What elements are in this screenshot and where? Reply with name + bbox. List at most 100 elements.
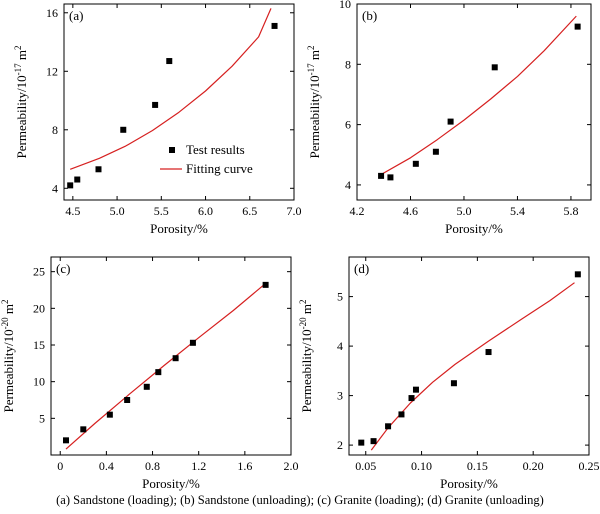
data-point (271, 22, 278, 29)
x-tick-label: 5.0 (456, 204, 471, 218)
data-point (447, 118, 454, 125)
y-axis-label: Permeability/10-17​ m2​ (13, 46, 29, 159)
x-tick-label: 4.6 (403, 204, 418, 218)
data-point (574, 23, 581, 30)
x-tick-label: 6.5 (242, 204, 257, 218)
y-tick-label: 10 (339, 0, 351, 11)
chart-panel-b: (b) 4.2 4.6 5.0 5.4 5.8 4 6 8 10 Porosity/% Permeab… (306, 0, 592, 236)
x-tick-label: 6.0 (198, 204, 213, 218)
data-point (124, 397, 131, 403)
data-point (358, 439, 365, 446)
data-point (408, 395, 415, 402)
x-tick-label: 0.05 (355, 459, 376, 473)
chart-panel-d: (d) 0.05 0.10 0.15 0.20 0.25 2 3 4 5 Porosity/% Per… (298, 256, 600, 491)
data-point (166, 58, 173, 65)
plot-frame (356, 3, 592, 201)
x-tick-label: 7.0 (287, 204, 302, 218)
x-axis-label: Porosity/% (440, 476, 498, 491)
data-point (491, 64, 498, 71)
y-tick-label: 12 (46, 64, 58, 78)
data-point (378, 172, 385, 179)
y-tick-label: 2 (337, 438, 343, 452)
data-point (262, 281, 269, 288)
y-tick-label: 4 (345, 178, 351, 192)
data-point (63, 437, 69, 444)
fitting-curve (69, 8, 272, 170)
legend-marker (169, 147, 175, 153)
data-point (189, 339, 196, 346)
panel-label: (c) (56, 261, 70, 276)
x-tick-label: 5.8 (563, 204, 578, 218)
panel-label: (d) (354, 261, 369, 276)
fitting-curve (370, 282, 575, 451)
y-tick-label: 20 (33, 301, 45, 315)
y-tick-label: 3 (337, 389, 343, 403)
x-axis-label: Porosity/% (150, 221, 208, 236)
data-point (450, 380, 457, 387)
x-tick-label: 5.4 (510, 204, 525, 218)
x-tick-label: 2.0 (284, 459, 299, 473)
plot-frame (50, 256, 292, 456)
x-tick-label: 0.15 (467, 459, 488, 473)
data-point (80, 426, 87, 433)
y-tick-label: 4 (337, 339, 343, 353)
panel-label: (a) (69, 8, 83, 23)
data-point (412, 386, 419, 393)
legend-label-fitting-curve: Fitting curve (186, 161, 253, 176)
data-point (485, 349, 492, 356)
y-tick-label: 10 (33, 375, 45, 389)
y-tick-label: 15 (33, 338, 45, 352)
x-tick-label: 0.8 (145, 459, 160, 473)
y-axis-label: Permeability/10-20​ m2​ (0, 300, 16, 413)
data-point (432, 148, 439, 155)
x-tick-label: 0.4 (99, 459, 114, 473)
data-point (143, 383, 150, 390)
x-tick-label: 4.5 (65, 204, 80, 218)
x-tick-label: 0.10 (411, 459, 432, 473)
plot-frame (63, 3, 295, 201)
legend-label-test-results: Test results (186, 142, 245, 157)
data-point (398, 411, 405, 418)
data-point (172, 355, 179, 362)
fitting-curve (379, 15, 577, 176)
data-point (370, 438, 377, 445)
y-tick-label: 8 (52, 123, 58, 137)
plot-frame (348, 256, 590, 456)
x-tick-label: 0.20 (523, 459, 544, 473)
data-point (120, 126, 127, 133)
data-point (74, 176, 81, 183)
y-axis-label: Permeability/10-17​ m2​ (306, 46, 322, 159)
figure-caption: (a) Sandstone (loading); (b) Sandstone (… (56, 493, 544, 507)
y-tick-label: 5 (337, 290, 343, 304)
x-tick-label: 5.5 (154, 204, 169, 218)
fitting-curve (65, 282, 266, 450)
y-tick-label: 5 (39, 411, 45, 425)
x-axis-label: Porosity/% (142, 476, 200, 491)
legend: Test results Fitting curve (160, 142, 253, 176)
data-point (155, 369, 162, 376)
y-tick-label: 6 (345, 118, 351, 132)
x-tick-label: 1.2 (191, 459, 206, 473)
x-tick-label: 0.25 (579, 459, 600, 473)
data-point (106, 411, 113, 418)
data-point (387, 174, 394, 181)
panel-label: (b) (362, 8, 377, 23)
chart-panel-c: (c) 0 0.4 0.8 1.2 1.6 2.0 5 10 15 20 25 Porosity/% Pe… (0, 256, 299, 491)
y-tick-label: 8 (345, 57, 351, 71)
data-point (67, 182, 74, 189)
y-tick-label: 25 (33, 265, 45, 279)
x-axis-label: Porosity/% (445, 221, 503, 236)
data-point (95, 166, 102, 173)
x-tick-label: 5.0 (110, 204, 125, 218)
data-point (412, 160, 419, 167)
y-tick-label: 4 (52, 181, 58, 195)
x-tick-label: 0 (57, 459, 63, 473)
data-point (152, 101, 159, 108)
data-point (385, 423, 392, 430)
x-tick-label: 1.6 (237, 459, 252, 473)
chart-panel-a: (a) 4.5 5.0 5.5 6.0 6.5 7.0 4 8 12 16 Porosity/% Per… (13, 3, 302, 236)
data-point (574, 271, 581, 278)
x-tick-label: 4.2 (350, 204, 365, 218)
y-tick-label: 16 (46, 6, 58, 20)
